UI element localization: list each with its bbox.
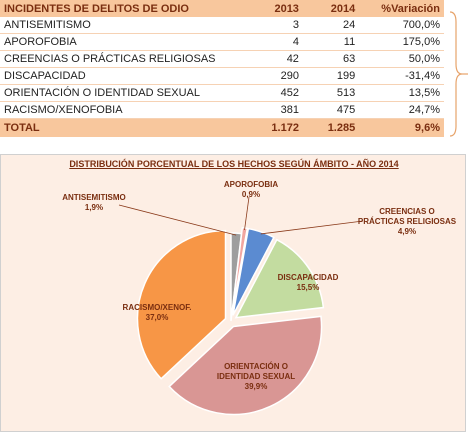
row-2013: 3	[219, 17, 303, 34]
row-variation: -31,4%	[359, 67, 444, 85]
row-2014: 513	[302, 84, 360, 102]
row-2013: 42	[219, 50, 303, 68]
total-label: TOTAL	[0, 118, 220, 137]
row-2013: 452	[219, 84, 303, 102]
row-2013: 290	[219, 67, 303, 85]
table-total-row: TOTAL 1.172 1.285 9,6%	[0, 118, 444, 137]
leader-line-antisemitismo	[118, 204, 237, 236]
slice-discapacidad	[234, 238, 325, 319]
table-row: ANTISEMITISMO 3 24 700,0%	[0, 17, 444, 34]
header-category: INCIDENTES DE DELITOS DE ODIO	[0, 0, 220, 17]
slice-racismo	[136, 229, 227, 380]
row-category: ORIENTACIÓN O IDENTIDAD SEXUAL	[0, 84, 220, 102]
leader-line-aporofobia	[244, 196, 250, 231]
label-antisemitismo: ANTISEMITISMO 1,9%	[62, 193, 126, 212]
row-variation: 24,7%	[359, 101, 444, 119]
table-row: RACISMO/XENOFOBIA 381 475 24,7%	[0, 101, 444, 119]
table-row: ORIENTACIÓN O IDENTIDAD SEXUAL 452 513 1…	[0, 84, 444, 102]
row-2013: 381	[219, 101, 303, 119]
row-category: DISCAPACIDAD	[0, 67, 220, 85]
row-2014: 11	[302, 33, 360, 51]
row-category: RACISMO/XENOFOBIA	[0, 101, 220, 119]
row-category: ANTISEMITISMO	[0, 17, 220, 34]
slice-creencias	[232, 227, 275, 316]
label-discapacidad: DISCAPACIDAD 15,5%	[277, 273, 339, 292]
row-2014: 24	[302, 17, 360, 34]
chart-title: DISTRIBUCIÓN PORCENTUAL DE LOS HECHOS SE…	[69, 159, 399, 169]
label-racismo: RACISMO/XENOF. 37,0%	[122, 303, 192, 322]
row-2014: 63	[302, 50, 360, 68]
leader-line-creencias	[260, 220, 364, 235]
total-2013: 1.172	[219, 118, 303, 137]
incidents-table: INCIDENTES DE DELITOS DE ODIO 2013 2014 …	[0, 0, 444, 137]
header-2014: 2014	[302, 0, 360, 17]
row-variation: 50,0%	[359, 50, 444, 68]
table-row: DISCAPACIDAD 290 199 -31,4%	[0, 67, 444, 85]
label-orientacion: ORIENTACIÓN O IDENTIDAD SEXUAL 39,9%	[216, 362, 296, 391]
pie-chart-panel: DISTRIBUCIÓN PORCENTUAL DE LOS HECHOS SE…	[0, 154, 466, 432]
row-2014: 475	[302, 101, 360, 119]
table-row: APOROFOBIA 4 11 175,0%	[0, 33, 444, 51]
label-aporofobia: APOROFOBIA 0,9%	[223, 180, 279, 199]
row-2013: 4	[219, 33, 303, 51]
header-variation: %Variación	[359, 0, 444, 17]
total-2014: 1.285	[302, 118, 360, 137]
row-variation: 175,0%	[359, 33, 444, 51]
row-2014: 199	[302, 67, 360, 85]
pie-chart	[118, 196, 364, 416]
table-header-row: INCIDENTES DE DELITOS DE ODIO 2013 2014 …	[0, 0, 444, 17]
label-creencias: CREENCIAS O PRÁCTICAS RELIGIOSAS 4,9%	[357, 207, 457, 236]
row-variation: 13,5%	[359, 84, 444, 102]
bracket-decoration	[449, 11, 468, 137]
row-category: CREENCIAS O PRÁCTICAS RELIGIOSAS	[0, 50, 220, 68]
table-row: CREENCIAS O PRÁCTICAS RELIGIOSAS 42 63 5…	[0, 50, 444, 68]
total-variation: 9,6%	[359, 118, 444, 137]
row-variation: 700,0%	[359, 17, 444, 34]
row-category: APOROFOBIA	[0, 33, 220, 51]
header-2013: 2013	[219, 0, 303, 17]
slice-orientacion	[168, 315, 323, 416]
